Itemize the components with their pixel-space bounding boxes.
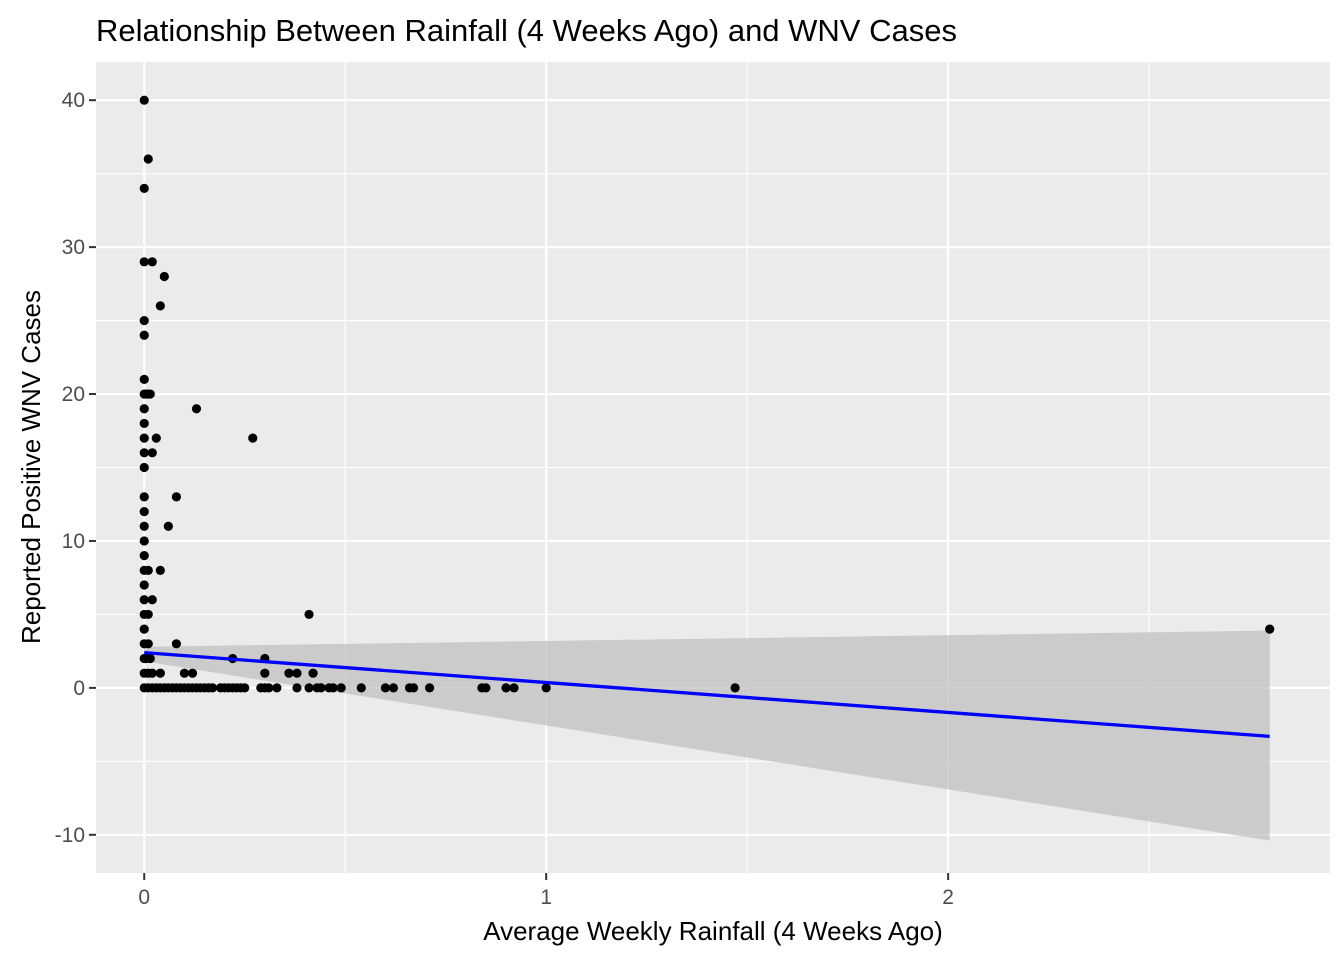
data-point — [481, 683, 491, 693]
data-point — [356, 683, 366, 693]
data-point — [139, 536, 149, 546]
confidence-band — [144, 630, 1270, 841]
data-point — [151, 433, 161, 443]
data-point — [139, 580, 149, 590]
data-point — [380, 683, 391, 693]
data-point — [139, 595, 149, 605]
data-point — [147, 257, 157, 267]
y-axis-title: Reported Positive WNV Cases — [16, 290, 46, 644]
data-point — [171, 492, 181, 502]
y-tick-label: 10 — [62, 530, 85, 553]
data-point — [139, 330, 149, 340]
minor-gridlines — [96, 62, 1330, 873]
data-point — [248, 433, 258, 443]
y-tick-label: -10 — [55, 824, 85, 847]
x-axis-ticks: 0 1 2 — [138, 873, 954, 909]
data-point — [155, 565, 165, 575]
data-point — [139, 404, 149, 414]
chart-title: Relationship Between Rainfall (4 Weeks A… — [96, 13, 957, 48]
data-point — [139, 624, 149, 634]
y-tick-label: 40 — [62, 89, 85, 112]
y-axis-ticks: -10 0 10 20 30 40 — [55, 89, 96, 847]
data-point — [408, 683, 419, 693]
data-point — [139, 315, 149, 326]
y-tick-label: 20 — [62, 383, 85, 406]
data-point — [139, 374, 149, 384]
data-point — [147, 448, 157, 458]
data-point — [171, 639, 181, 649]
data-point — [139, 506, 149, 517]
regression-line — [144, 650, 1270, 739]
data-point — [730, 683, 740, 693]
data-point — [159, 271, 169, 282]
data-point — [139, 257, 149, 267]
data-point — [240, 683, 250, 693]
data-point — [207, 683, 218, 693]
y-tick-label: 0 — [73, 677, 85, 700]
data-point — [155, 668, 165, 678]
data-point — [541, 683, 551, 693]
data-point — [316, 683, 326, 693]
data-point — [139, 418, 149, 429]
data-point — [139, 183, 149, 193]
data-point — [139, 95, 149, 105]
data-point — [272, 683, 282, 693]
data-point — [292, 668, 302, 678]
y-tick-label: 30 — [62, 236, 85, 259]
data-point — [143, 154, 153, 164]
data-point — [143, 609, 153, 620]
data-point — [308, 668, 318, 678]
data-point — [139, 521, 149, 531]
data-point — [304, 683, 314, 693]
x-axis-title: Average Weekly Rainfall (4 Weeks Ago) — [483, 916, 943, 946]
data-point — [284, 668, 294, 678]
data-point — [260, 668, 270, 678]
data-point — [292, 683, 302, 693]
data-point — [139, 492, 149, 502]
data-point — [179, 668, 190, 678]
data-point — [155, 301, 165, 311]
data-point — [145, 389, 155, 399]
data-point — [147, 595, 157, 605]
data-point — [143, 639, 153, 649]
data-point — [336, 683, 346, 693]
data-point — [328, 683, 338, 693]
data-point — [139, 551, 149, 561]
data-point — [147, 668, 157, 678]
data-point — [388, 683, 399, 693]
data-point — [143, 565, 153, 575]
data-point — [1265, 624, 1275, 634]
x-tick-label: 0 — [138, 886, 150, 909]
data-point — [139, 462, 149, 473]
data-point — [187, 668, 198, 678]
x-tick-label: 2 — [942, 886, 954, 909]
data-point — [509, 683, 519, 693]
data-point — [191, 404, 202, 414]
data-point — [139, 448, 149, 458]
data-point — [163, 521, 173, 531]
data-point — [501, 683, 511, 693]
data-point — [264, 683, 274, 693]
data-point — [139, 433, 149, 443]
data-point — [425, 683, 435, 693]
data-point — [304, 609, 314, 620]
data-point — [145, 653, 155, 664]
data-points — [139, 95, 1275, 693]
x-tick-label: 1 — [540, 886, 552, 909]
